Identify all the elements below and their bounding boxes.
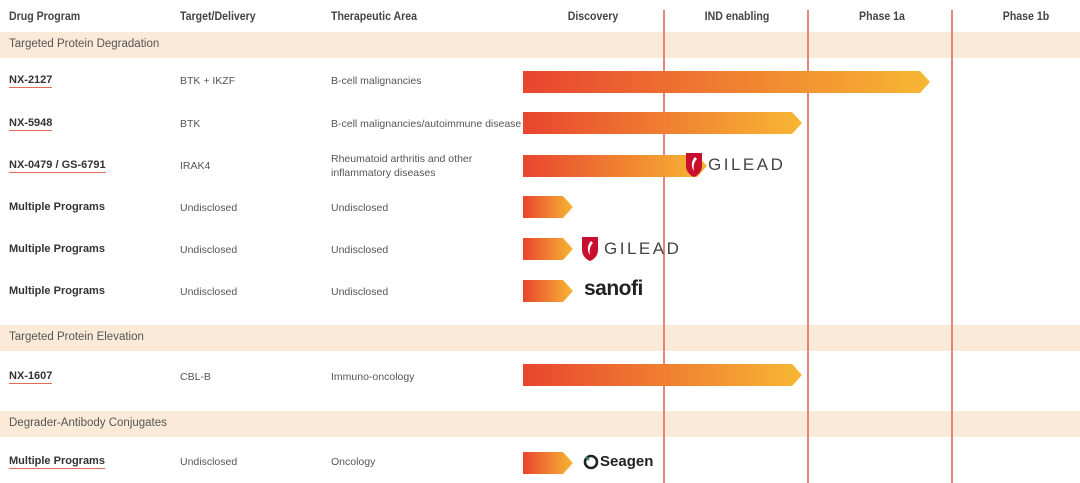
seagen-swirl-icon	[583, 454, 599, 469]
area-cell: Oncology	[331, 456, 376, 468]
header-discovery: Discovery	[567, 11, 619, 23]
target-cell: Undisclosed	[180, 202, 238, 214]
progress-bar	[523, 452, 573, 474]
area-cell: B-cell malignancies	[331, 75, 422, 87]
section-elevation: Targeted Protein Elevation	[0, 325, 1080, 351]
header-target-delivery: Target/Delivery	[180, 11, 256, 23]
area-cell: B-cell malignancies/autoimmune disease	[331, 118, 522, 130]
program-nx-0479[interactable]: NX-0479 / GS-6791	[9, 159, 106, 173]
progress-arrow	[523, 112, 802, 134]
gilead-shield-icon	[582, 237, 598, 261]
progress-arrow	[523, 364, 802, 386]
target-cell: IRAK4	[180, 160, 211, 172]
progress-bar	[523, 196, 573, 218]
seagen-logo: Seagen	[583, 453, 653, 470]
target-cell: BTK	[180, 118, 201, 130]
section-conjugates-label: Degrader-Antibody Conjugates	[9, 417, 167, 429]
divider-phase1b	[951, 10, 953, 483]
sanofi-logo: sanofi	[584, 277, 643, 300]
progress-arrow	[523, 196, 573, 218]
divider-ind-enabling	[663, 10, 665, 483]
header-therapeutic-area: Therapeutic Area	[331, 11, 418, 23]
header-drug-program: Drug Program	[9, 11, 81, 23]
progress-bar	[523, 364, 802, 386]
target-cell: BTK + IKZF	[180, 75, 236, 87]
gilead-logo: GILEAD	[684, 152, 785, 178]
section-degradation: Targeted Protein Degradation	[0, 32, 1080, 58]
program-multiple: Multiple Programs	[9, 243, 105, 255]
program-multiple: Multiple Programs	[9, 285, 105, 297]
section-elevation-label: Targeted Protein Elevation	[9, 331, 144, 343]
progress-bar	[523, 112, 802, 134]
progress-arrow	[523, 155, 707, 177]
program-multiple: Multiple Programs	[9, 201, 105, 213]
target-cell: Undisclosed	[180, 244, 238, 256]
program-nx-1607[interactable]: NX-1607	[9, 370, 53, 384]
program-multiple-conjugates[interactable]: Multiple Programs	[9, 455, 105, 469]
progress-arrow	[523, 71, 930, 93]
progress-arrow	[523, 238, 573, 260]
target-cell: Undisclosed	[180, 286, 238, 298]
area-cell: Immuno-oncology	[331, 371, 415, 383]
program-nx-5948[interactable]: NX-5948	[9, 117, 53, 131]
gilead-logo-text: GILEAD	[604, 239, 682, 258]
header-ind-enabling: IND enabling	[704, 11, 770, 23]
progress-arrow	[523, 280, 573, 302]
program-nx-2127[interactable]: NX-2127	[9, 74, 53, 88]
target-cell: Undisclosed	[180, 456, 238, 468]
target-cell: CBL-B	[180, 371, 211, 383]
progress-bar	[523, 280, 573, 302]
divider-phase1a	[807, 10, 809, 483]
gilead-logo-text: GILEAD	[708, 155, 786, 174]
progress-bar	[523, 71, 930, 93]
area-cell: Undisclosed	[331, 286, 389, 298]
area-cell: Undisclosed	[331, 202, 389, 214]
section-conjugates: Degrader-Antibody Conjugates	[0, 411, 1080, 437]
progress-bar	[523, 155, 707, 177]
header-phase1b: Phase 1b	[1002, 11, 1050, 23]
progress-bar	[523, 238, 573, 260]
area-cell-line2: inflammatory diseases	[331, 167, 436, 179]
progress-arrow	[523, 452, 573, 474]
section-degradation-label: Targeted Protein Degradation	[9, 38, 160, 50]
header-phase1a: Phase 1a	[859, 11, 905, 23]
seagen-logo-text: Seagen	[600, 453, 654, 470]
area-cell: Undisclosed	[331, 244, 389, 256]
gilead-logo: GILEAD	[580, 236, 681, 262]
gilead-shield-icon	[686, 153, 702, 177]
area-cell: Rheumatoid arthritis and other	[331, 153, 473, 165]
